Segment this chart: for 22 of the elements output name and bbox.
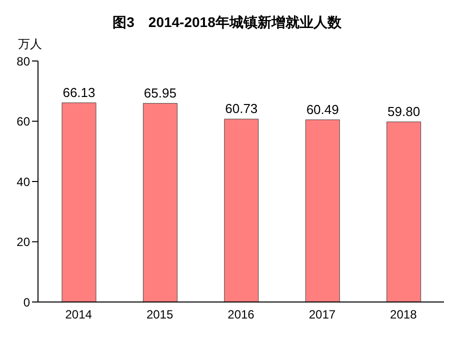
x-tick-label: 2018 [390,308,418,322]
data-label: 66.13 [62,84,96,100]
y-axis-title: 万人 [18,36,42,53]
chart-title: 图3 2014-2018年城镇新增就业人数 [112,14,342,32]
data-label: 65.95 [144,85,176,100]
bar [62,102,96,302]
x-tick-label: 2014 [65,308,92,322]
bar [386,122,422,302]
data-label: 59.80 [388,104,420,119]
y-tick-label: 40 [16,174,30,189]
y-tick-label: 80 [16,54,30,68]
x-tick-label: 2015 [146,308,174,322]
bar [305,120,340,302]
y-tick-label: 20 [16,235,30,250]
y-tick-label: 60 [16,114,30,129]
x-tick-label: 2016 [228,308,255,322]
x-tick-label: 2017 [308,308,336,322]
bar [142,103,178,302]
data-label: 60.49 [306,102,339,117]
data-label: 60.73 [225,101,258,116]
y-tick-label: 0 [23,295,30,310]
bar [224,118,259,302]
